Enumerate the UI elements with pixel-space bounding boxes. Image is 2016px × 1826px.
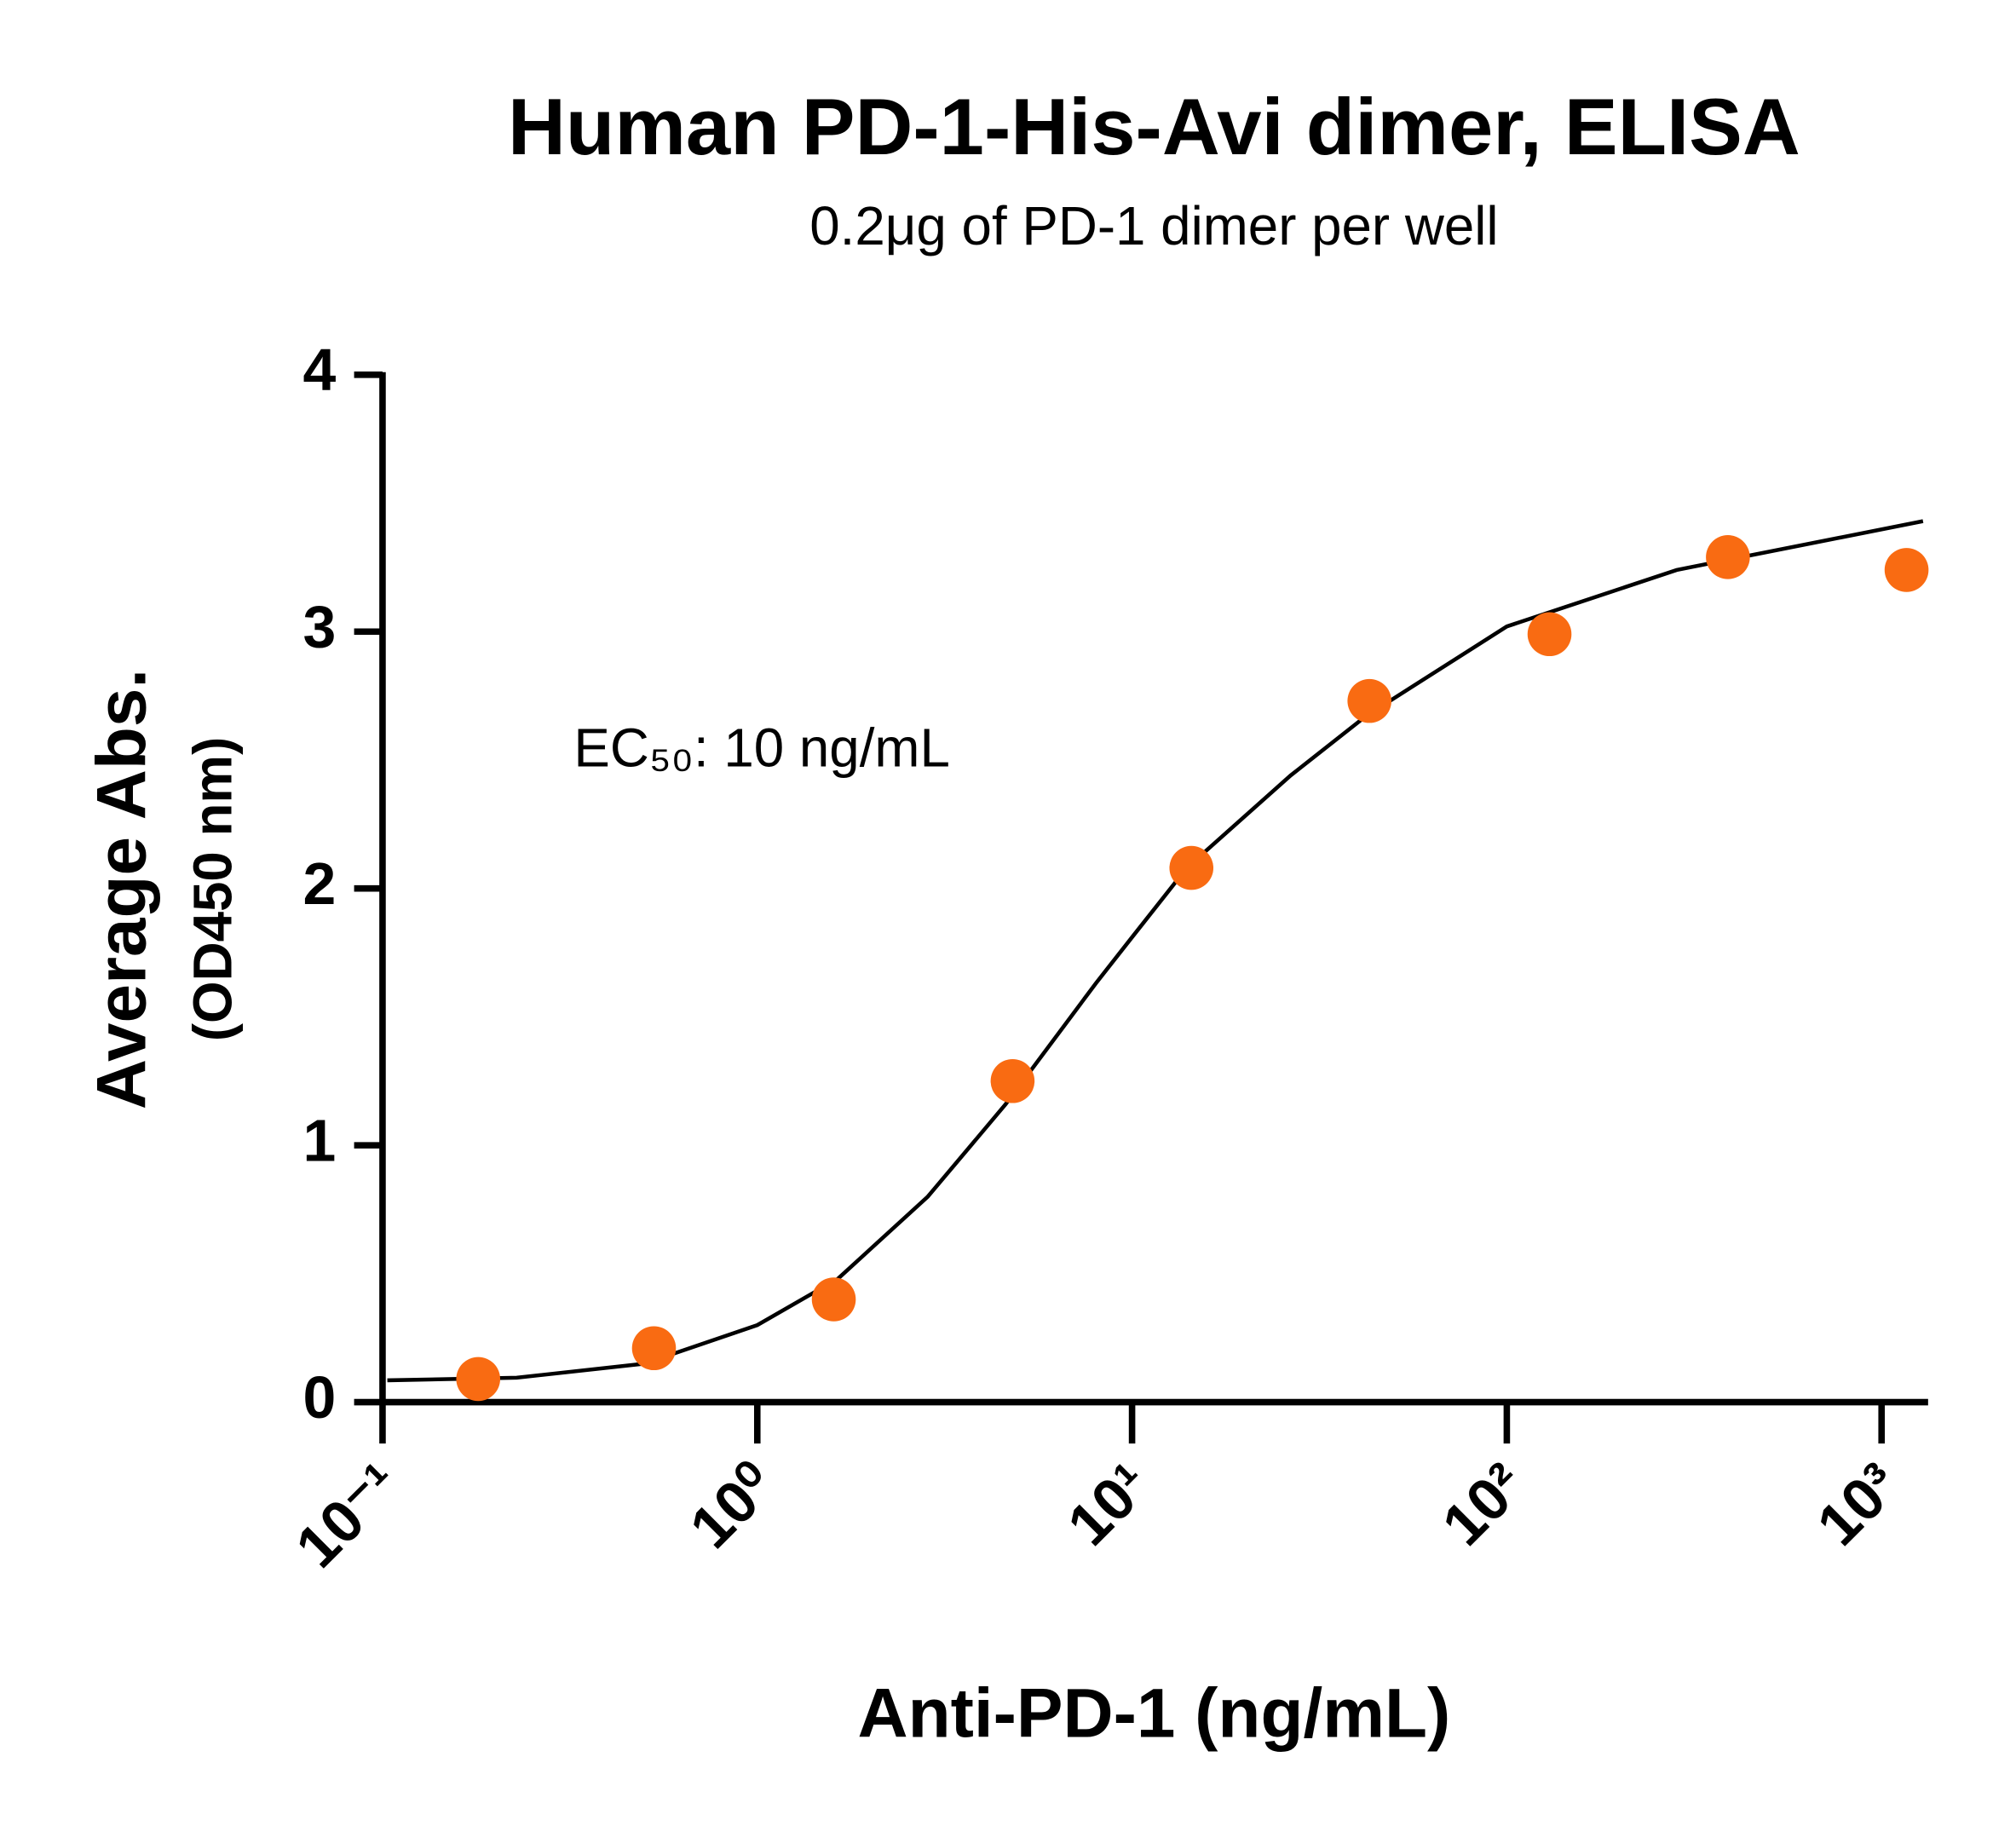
data-point [811, 1277, 856, 1322]
y-tick-label: 0 [303, 1364, 337, 1431]
fit-curve [387, 519, 1924, 1383]
data-point [1169, 845, 1214, 890]
y-tick-label: 2 [303, 850, 337, 917]
y-axis-label: (OD450 nm) [183, 737, 244, 1041]
y-tick-label: 1 [303, 1108, 337, 1174]
x-tick-label: 10⁰ [677, 1450, 788, 1561]
x-tick-label: 10⁻¹ [283, 1450, 412, 1580]
x-axis-label: Anti-PD-1 (ng/mL) [857, 1675, 1450, 1753]
y-axis-label: Average Abs. [83, 669, 160, 1109]
y-tick-label: 4 [303, 337, 337, 403]
chart-title: Human PD-1-His-Avi dimer, ELISA [508, 82, 1800, 171]
data-point [1347, 678, 1391, 723]
data-point [1884, 548, 1929, 592]
annotation: EC₅₀: 10 ng/mL [573, 718, 950, 779]
x-tick-label: 10² [1430, 1450, 1537, 1558]
chart-subtitle: 0.2μg of PD-1 dimer per well [809, 196, 1498, 256]
data-point [456, 1357, 501, 1402]
data-point [631, 1326, 677, 1371]
data-point [1527, 612, 1572, 657]
data-point [990, 1058, 1035, 1103]
y-tick-label: 3 [303, 594, 337, 660]
data-point [1706, 535, 1750, 579]
x-tick-label: 10³ [1805, 1450, 1912, 1558]
x-tick-label: 10¹ [1055, 1450, 1162, 1558]
